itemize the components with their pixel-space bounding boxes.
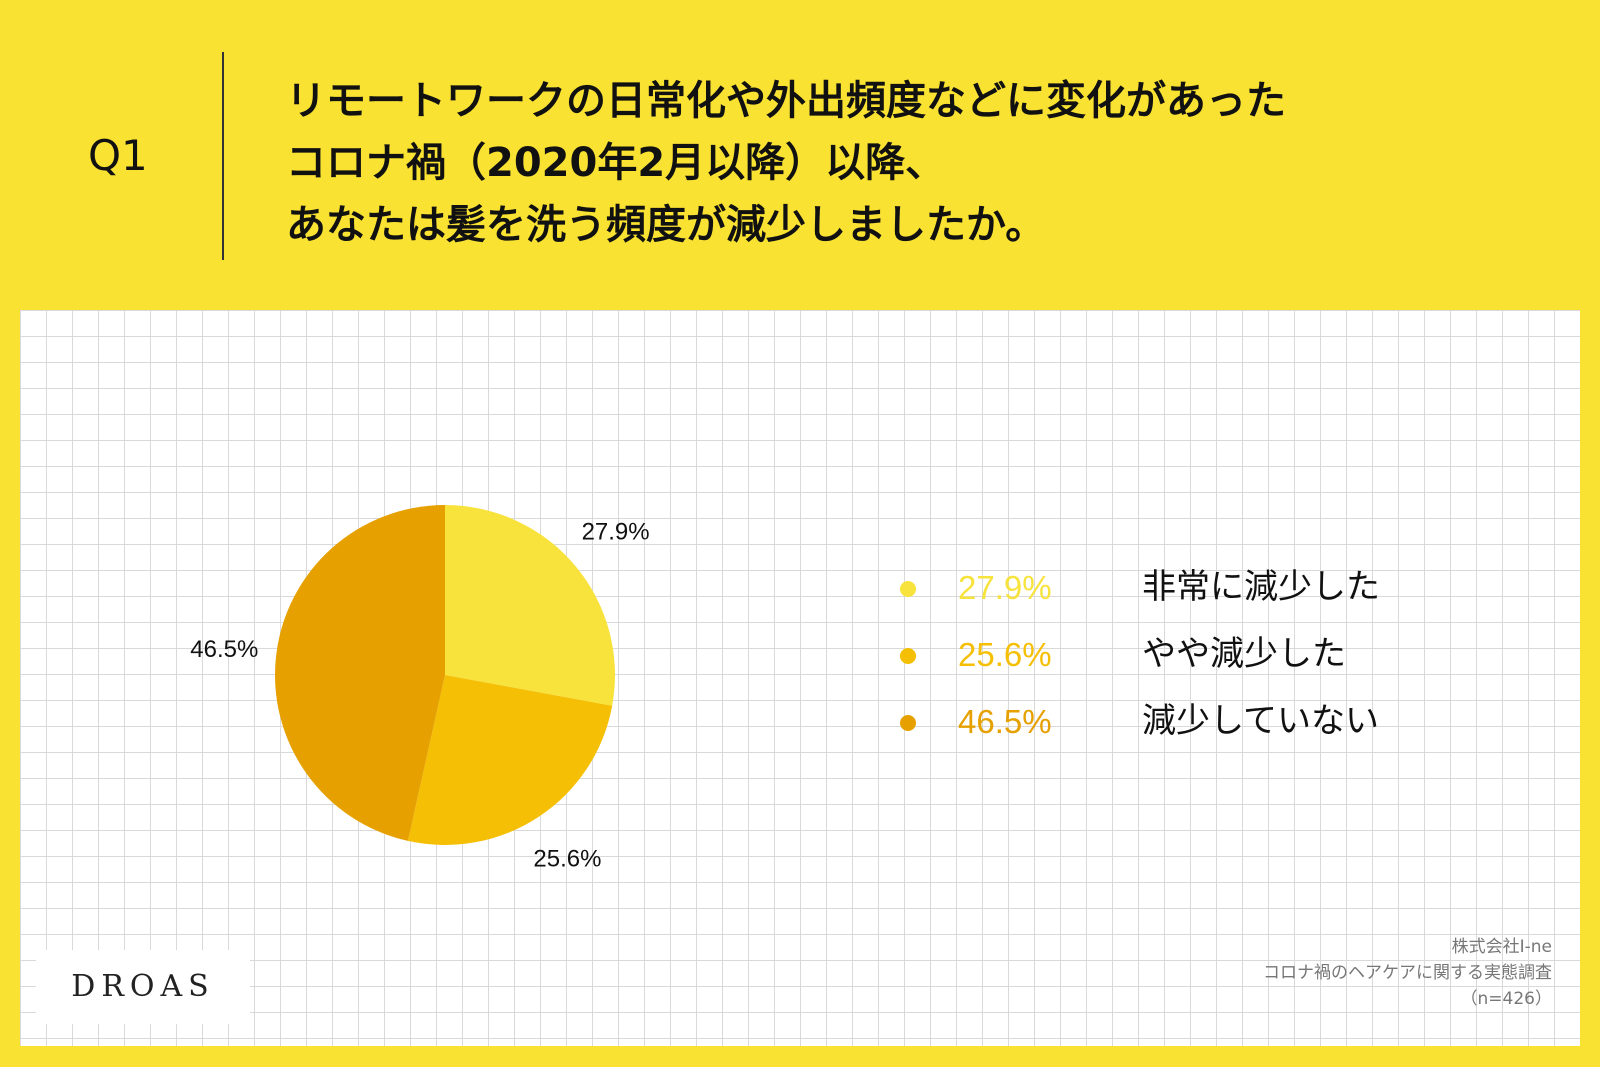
legend-dot-not-decreased: [900, 715, 916, 731]
legend-dot-very-decreased: [900, 581, 916, 597]
legend-percent-slightly-decreased: 25.6%: [958, 636, 1052, 673]
pie-label-not-decreased: 46.5%: [190, 636, 258, 663]
legend-label-very-decreased: 非常に減少した: [1142, 567, 1380, 607]
legend-label-not-decreased: 減少していない: [1142, 701, 1379, 741]
source-survey: コロナ禍のヘアケアに関する実態調査: [1263, 963, 1552, 983]
pie-label-slightly-decreased: 25.6%: [533, 846, 601, 873]
question-text: リモートワークの日常化や外出頻度などに変化があった コロナ禍（2020年2月以降…: [286, 70, 1576, 256]
pie-slice-not-decreased: [275, 505, 445, 841]
source-company: 株式会社I-ne: [1451, 937, 1552, 957]
legend-percent-very-decreased: 27.9%: [958, 569, 1052, 606]
question-line-3: あなたは髪を洗う頻度が減少しましたか。: [286, 202, 1046, 248]
header: Q1 リモートワークの日常化や外出頻度などに変化があった コロナ禍（2020年2…: [0, 0, 1600, 300]
legend-label-slightly-decreased: やや減少した: [1142, 634, 1346, 674]
pie-chart: 27.9% 25.6% 46.5%: [190, 505, 650, 873]
legend-item-slightly-decreased: 25.6% やや減少した: [880, 627, 1480, 694]
droas-logo: DROAS: [71, 969, 215, 1004]
logo-box: DROAS: [36, 950, 250, 1024]
legend: 27.9% 非常に減少した 25.6% やや減少した 46.5% 減少していない: [880, 560, 1480, 761]
source-sample-size: （n=426）: [1460, 989, 1552, 1009]
source-note: 株式会社I-ne コロナ禍のヘアケアに関する実態調査 （n=426）: [1263, 934, 1552, 1012]
pie-slice-slightly-decreased: [407, 675, 613, 845]
chart-panel: 27.9% 25.6% 46.5% 27.9% 非常に減少した 25.6% やや減少…: [20, 310, 1580, 1046]
legend-percent-not-decreased: 46.5%: [958, 703, 1052, 740]
legend-dot-slightly-decreased: [900, 648, 916, 664]
legend-item-not-decreased: 46.5% 減少していない: [880, 694, 1480, 761]
question-number: Q1: [88, 131, 148, 180]
pie-label-very-decreased: 27.9%: [582, 518, 650, 545]
pie-slice-very-decreased: [445, 505, 615, 706]
question-line-1: リモートワークの日常化や外出頻度などに変化があった: [286, 78, 1286, 124]
question-line-2: コロナ禍（2020年2月以降）以降、: [286, 140, 946, 186]
legend-item-very-decreased: 27.9% 非常に減少した: [880, 560, 1480, 627]
header-divider: [222, 52, 224, 260]
